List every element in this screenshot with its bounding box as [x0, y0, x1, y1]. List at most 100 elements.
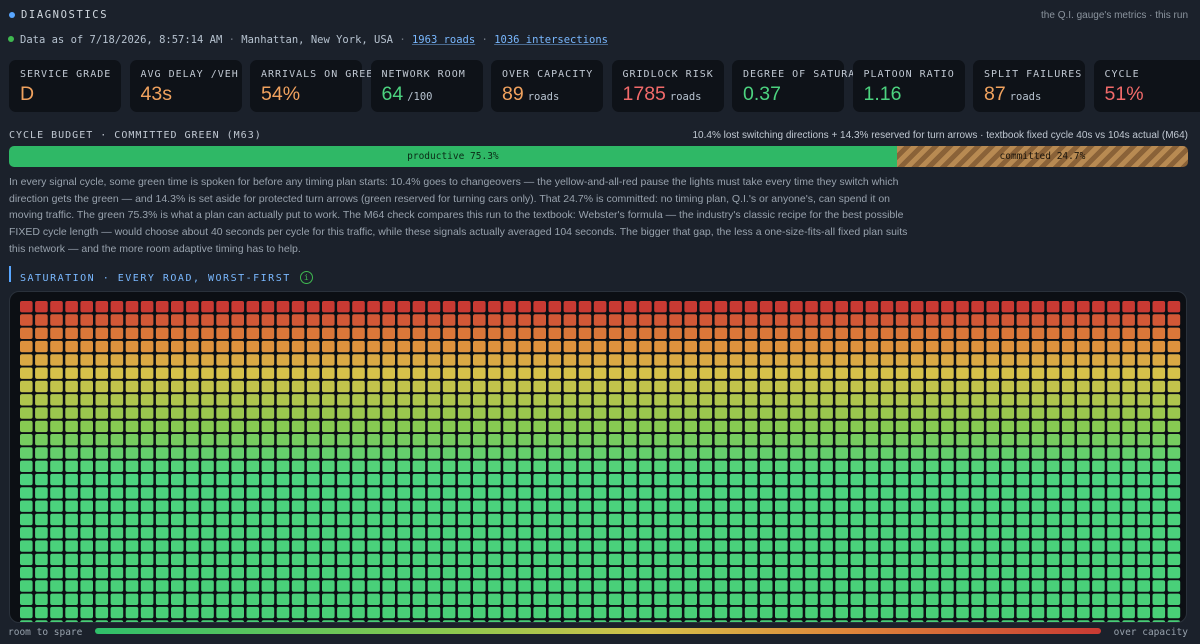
road-cell[interactable] [1152, 340, 1166, 353]
road-cell[interactable] [986, 314, 999, 326]
road-cell[interactable] [563, 580, 577, 592]
road-cell[interactable] [1092, 407, 1105, 419]
road-cell[interactable] [140, 553, 154, 566]
road-cell[interactable] [971, 527, 984, 539]
road-cell[interactable] [654, 380, 667, 393]
road-cell[interactable] [155, 327, 169, 339]
road-cell[interactable] [895, 487, 909, 499]
road-cell[interactable] [261, 420, 275, 433]
road-cell[interactable] [20, 434, 33, 446]
road-cell[interactable] [1137, 487, 1150, 499]
road-cell[interactable] [956, 380, 969, 393]
road-cell[interactable] [805, 553, 818, 566]
road-cell[interactable] [971, 473, 984, 486]
road-cell[interactable] [533, 434, 546, 446]
road-cell[interactable] [624, 620, 637, 622]
road-cell[interactable] [608, 407, 622, 419]
road-cell[interactable] [140, 500, 154, 512]
road-cell[interactable] [186, 513, 199, 526]
road-cell[interactable] [412, 380, 426, 393]
road-cell[interactable] [246, 553, 260, 566]
road-cell[interactable] [775, 420, 788, 433]
road-cell[interactable] [322, 380, 335, 393]
road-cell[interactable] [593, 447, 607, 459]
road-cell[interactable] [322, 420, 335, 433]
road-cell[interactable] [624, 553, 637, 566]
road-cell[interactable] [533, 527, 546, 539]
road-cell[interactable] [805, 434, 818, 446]
road-cell[interactable] [261, 513, 275, 526]
road-cell[interactable] [624, 314, 637, 326]
road-cell[interactable] [820, 540, 833, 552]
road-cell[interactable] [1167, 606, 1181, 619]
road-cell[interactable] [1107, 420, 1120, 433]
road-cell[interactable] [201, 447, 214, 459]
road-cell[interactable] [593, 460, 607, 472]
road-cell[interactable] [1061, 301, 1075, 313]
road-cell[interactable] [578, 527, 592, 539]
road-cell[interactable] [291, 580, 305, 592]
road-cell[interactable] [684, 340, 697, 353]
road-cell[interactable] [110, 327, 124, 339]
road-cell[interactable] [669, 367, 682, 379]
road-cell[interactable] [291, 327, 305, 339]
road-cell[interactable] [322, 301, 335, 313]
road-cell[interactable] [1092, 314, 1105, 326]
road-cell[interactable] [110, 367, 124, 379]
kpi-card[interactable]: SPLIT FAILURES 87 roads [973, 60, 1085, 112]
road-cell[interactable] [624, 434, 637, 446]
road-cell[interactable] [322, 434, 335, 446]
road-cell[interactable] [155, 314, 169, 326]
road-cell[interactable] [941, 367, 954, 379]
road-cell[interactable] [246, 394, 260, 406]
road-cell[interactable] [865, 473, 879, 486]
road-cell[interactable] [880, 420, 894, 433]
road-cell[interactable] [1046, 567, 1060, 579]
road-cell[interactable] [578, 460, 592, 472]
road-cell[interactable] [397, 340, 411, 353]
road-cell[interactable] [1137, 473, 1150, 486]
road-cell[interactable] [231, 580, 244, 592]
road-cell[interactable] [608, 487, 622, 499]
road-cell[interactable] [639, 513, 652, 526]
road-cell[interactable] [1077, 540, 1090, 552]
road-cell[interactable] [20, 380, 33, 393]
road-cell[interactable] [865, 500, 879, 512]
road-cell[interactable] [1031, 553, 1045, 566]
road-cell[interactable] [397, 314, 411, 326]
road-cell[interactable] [367, 301, 380, 313]
road-cell[interactable] [367, 473, 380, 486]
road-cell[interactable] [442, 500, 456, 512]
road-cell[interactable] [578, 606, 592, 619]
road-cell[interactable] [1061, 487, 1075, 499]
road-cell[interactable] [171, 606, 184, 619]
road-cell[interactable] [65, 354, 78, 366]
road-cell[interactable] [729, 540, 743, 552]
road-cell[interactable] [850, 380, 864, 393]
road-cell[interactable] [669, 340, 682, 353]
road-cell[interactable] [1092, 420, 1105, 433]
road-cell[interactable] [865, 580, 879, 592]
road-cell[interactable] [427, 593, 441, 605]
road-cell[interactable] [352, 380, 365, 393]
road-cell[interactable] [261, 593, 275, 605]
road-cell[interactable] [941, 460, 954, 472]
road-cell[interactable] [608, 301, 622, 313]
road-cell[interactable] [820, 380, 833, 393]
road-cell[interactable] [986, 553, 999, 566]
road-cell[interactable] [518, 580, 531, 592]
road-cell[interactable] [699, 593, 713, 605]
road-cell[interactable] [699, 394, 713, 406]
road-cell[interactable] [926, 620, 939, 622]
road-cell[interactable] [759, 580, 773, 592]
road-cell[interactable] [986, 407, 999, 419]
road-cell[interactable] [186, 487, 199, 499]
road-cell[interactable] [654, 447, 667, 459]
road-cell[interactable] [1077, 420, 1090, 433]
road-cell[interactable] [186, 460, 199, 472]
road-cell[interactable] [337, 606, 350, 619]
road-cell[interactable] [1046, 420, 1060, 433]
road-cell[interactable] [865, 567, 879, 579]
road-cell[interactable] [518, 394, 531, 406]
road-cell[interactable] [473, 580, 486, 592]
